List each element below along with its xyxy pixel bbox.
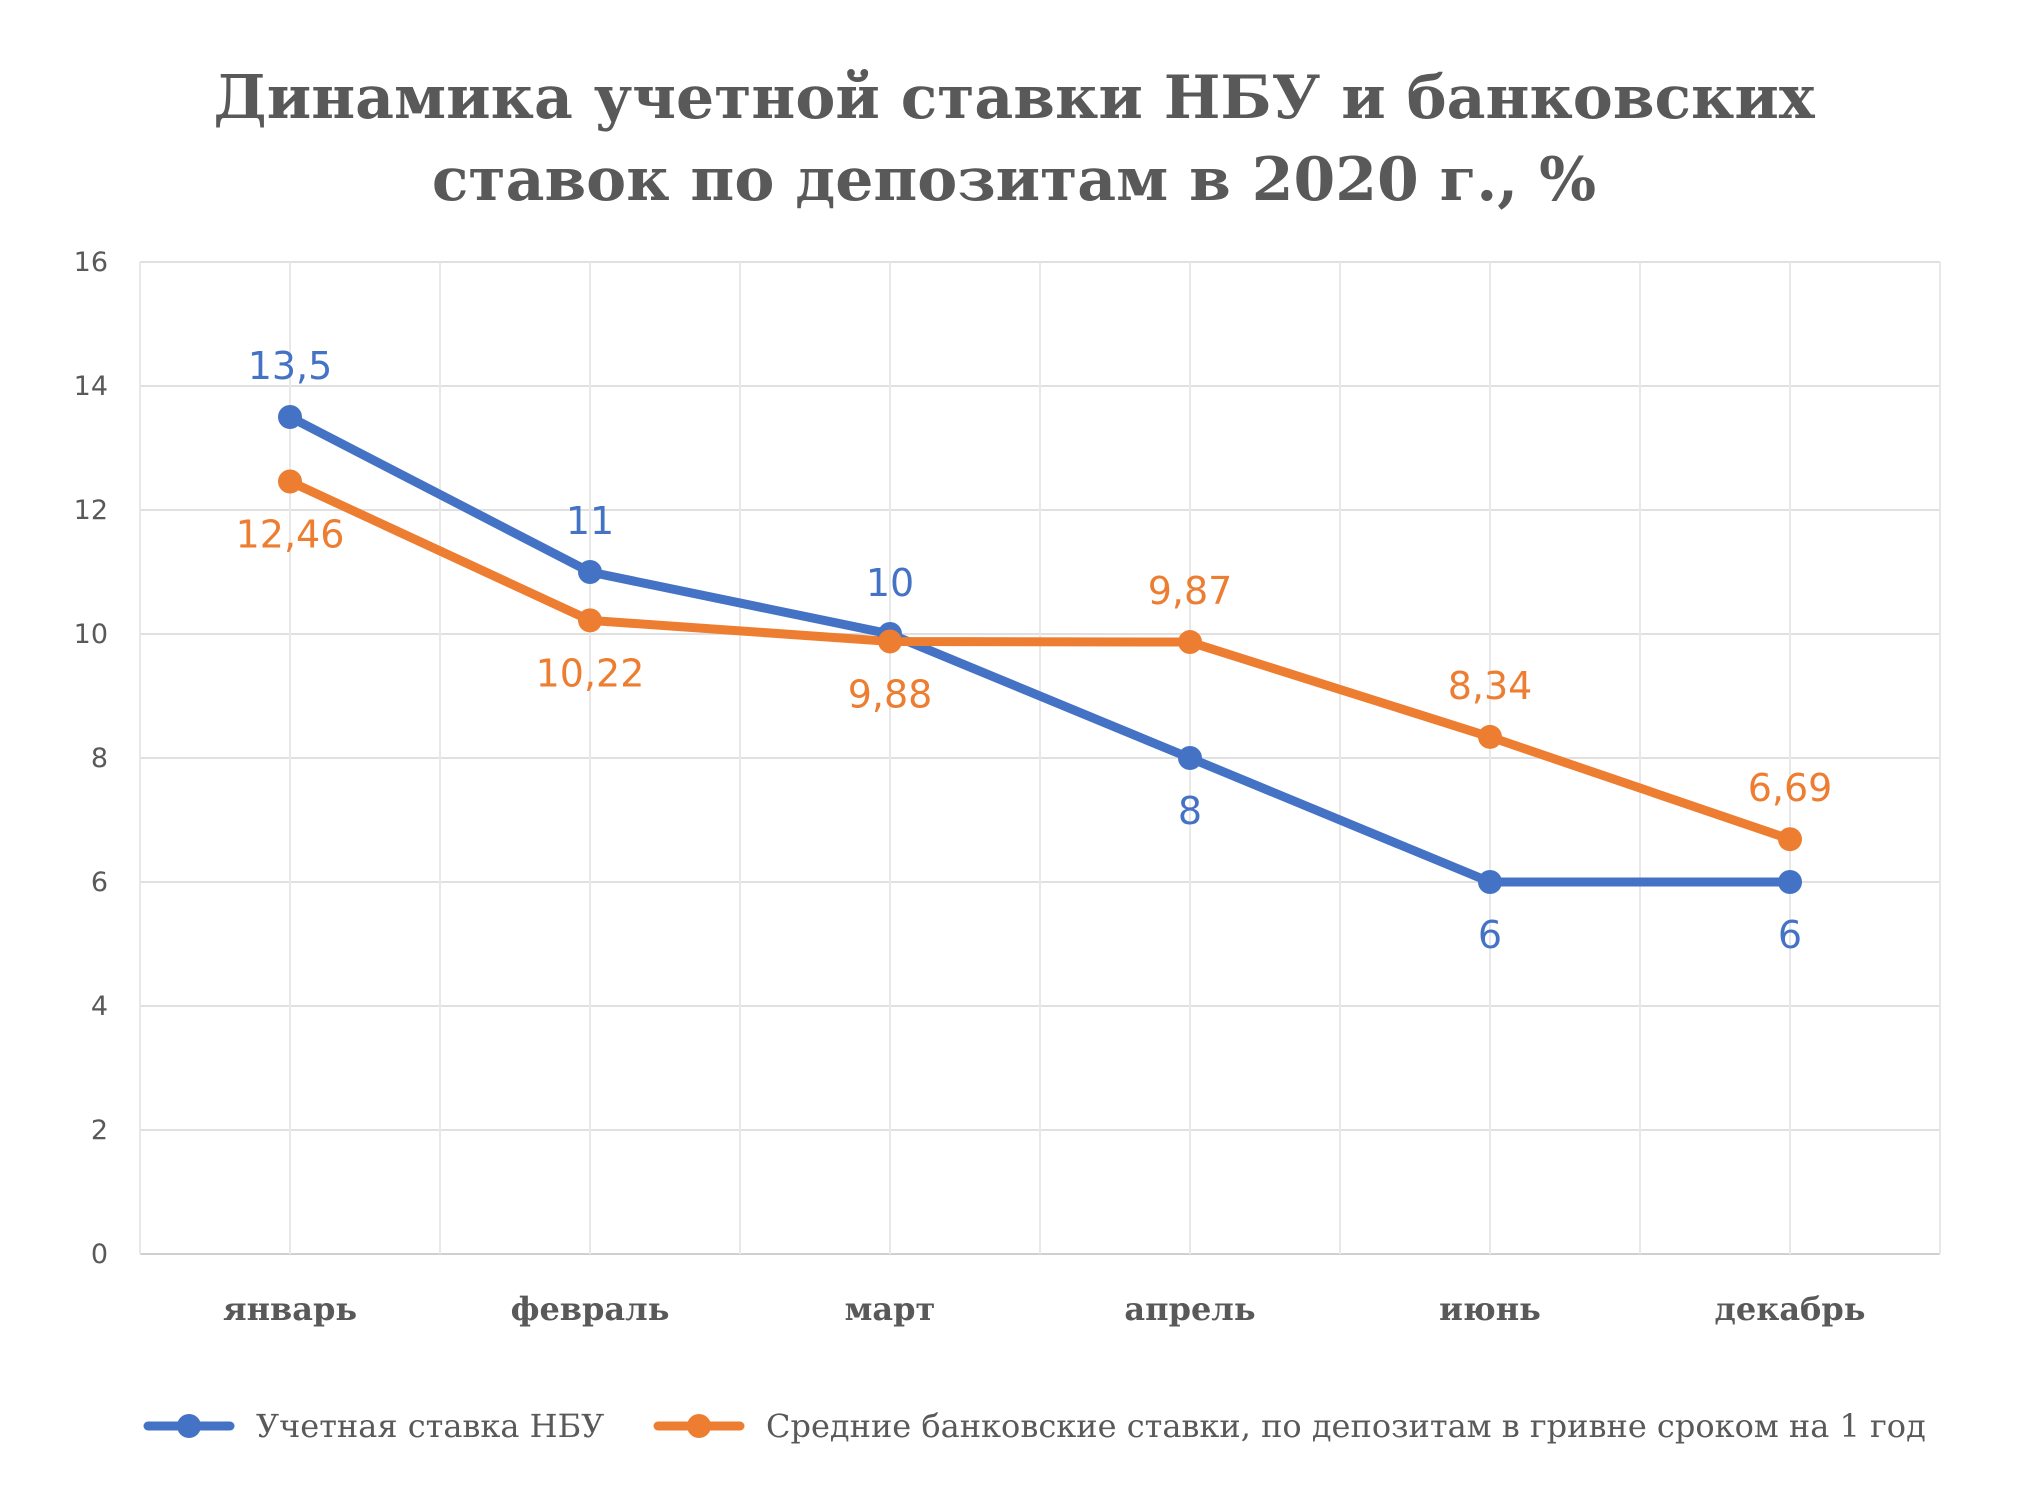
data-point — [878, 629, 902, 654]
legend: Учетная ставка НБУ Средние банковские ста… — [143, 1407, 1926, 1445]
data-label: 9,88 — [848, 672, 933, 716]
data-point — [278, 405, 302, 429]
x-tick-label: апрель — [1124, 1290, 1255, 1328]
data-labels: 13,5 11 10 8 6 6 12,46 10,22 9,88 9,87 8,34 6,69 — [236, 344, 1833, 957]
x-tick-label: январь — [223, 1290, 357, 1328]
y-tick-label: 10 — [74, 619, 108, 650]
data-point — [1478, 870, 1502, 894]
legend-label: Средние банковские ставки, по депозитам … — [766, 1407, 1926, 1445]
data-label: 10,22 — [536, 651, 645, 695]
y-tick-label: 2 — [91, 1115, 108, 1146]
y-tick-label: 14 — [74, 371, 108, 402]
series-lines — [278, 405, 1802, 894]
y-tick-label: 12 — [74, 495, 108, 526]
legend-swatch-marker — [687, 1414, 711, 1438]
data-label: 11 — [566, 499, 614, 543]
x-tick-label: март — [845, 1290, 936, 1328]
x-axis-ticks: январь февраль март апрель июнь декабрь — [223, 1290, 1866, 1328]
y-tick-label: 6 — [91, 867, 108, 898]
data-label: 9,87 — [1148, 569, 1233, 613]
grid — [139, 261, 1941, 1255]
data-label: 10 — [866, 561, 914, 605]
data-point — [578, 560, 602, 584]
y-tick-label: 8 — [91, 743, 108, 774]
data-point — [1778, 827, 1802, 852]
series-line-0 — [285, 412, 1795, 887]
data-label: 6,69 — [1748, 766, 1833, 810]
data-label: 8,34 — [1448, 664, 1533, 708]
y-tick-label: 4 — [91, 991, 108, 1022]
chart-title: Динамика учетной ставки НБУ и банковских… — [213, 63, 1816, 215]
chart-title-line-2: ставок по депозитам в 2020 г., % — [432, 145, 1596, 215]
chart-title-line-1: Динамика учетной ставки НБУ и банковских — [213, 63, 1816, 133]
legend-swatch-marker — [177, 1414, 201, 1438]
data-point — [1478, 724, 1502, 749]
data-label: 8 — [1178, 789, 1202, 833]
y-tick-label: 16 — [74, 247, 108, 278]
data-point — [1178, 630, 1202, 655]
series-line-1 — [285, 476, 1795, 844]
data-point — [278, 469, 302, 494]
data-label: 6 — [1478, 913, 1502, 957]
data-point — [578, 608, 602, 633]
data-label: 13,5 — [248, 344, 333, 388]
data-point — [1178, 746, 1202, 770]
x-tick-label: декабрь — [1715, 1290, 1866, 1328]
data-point — [1778, 870, 1802, 894]
data-label: 12,46 — [236, 512, 345, 556]
y-tick-label: 0 — [91, 1239, 108, 1270]
x-tick-label: февраль — [511, 1290, 670, 1328]
x-tick-label: июнь — [1439, 1290, 1541, 1328]
legend-label: Учетная ставка НБУ — [256, 1407, 604, 1445]
y-axis-ticks: 0 2 4 6 8 10 12 14 16 — [74, 247, 108, 1270]
data-label: 6 — [1778, 913, 1802, 957]
